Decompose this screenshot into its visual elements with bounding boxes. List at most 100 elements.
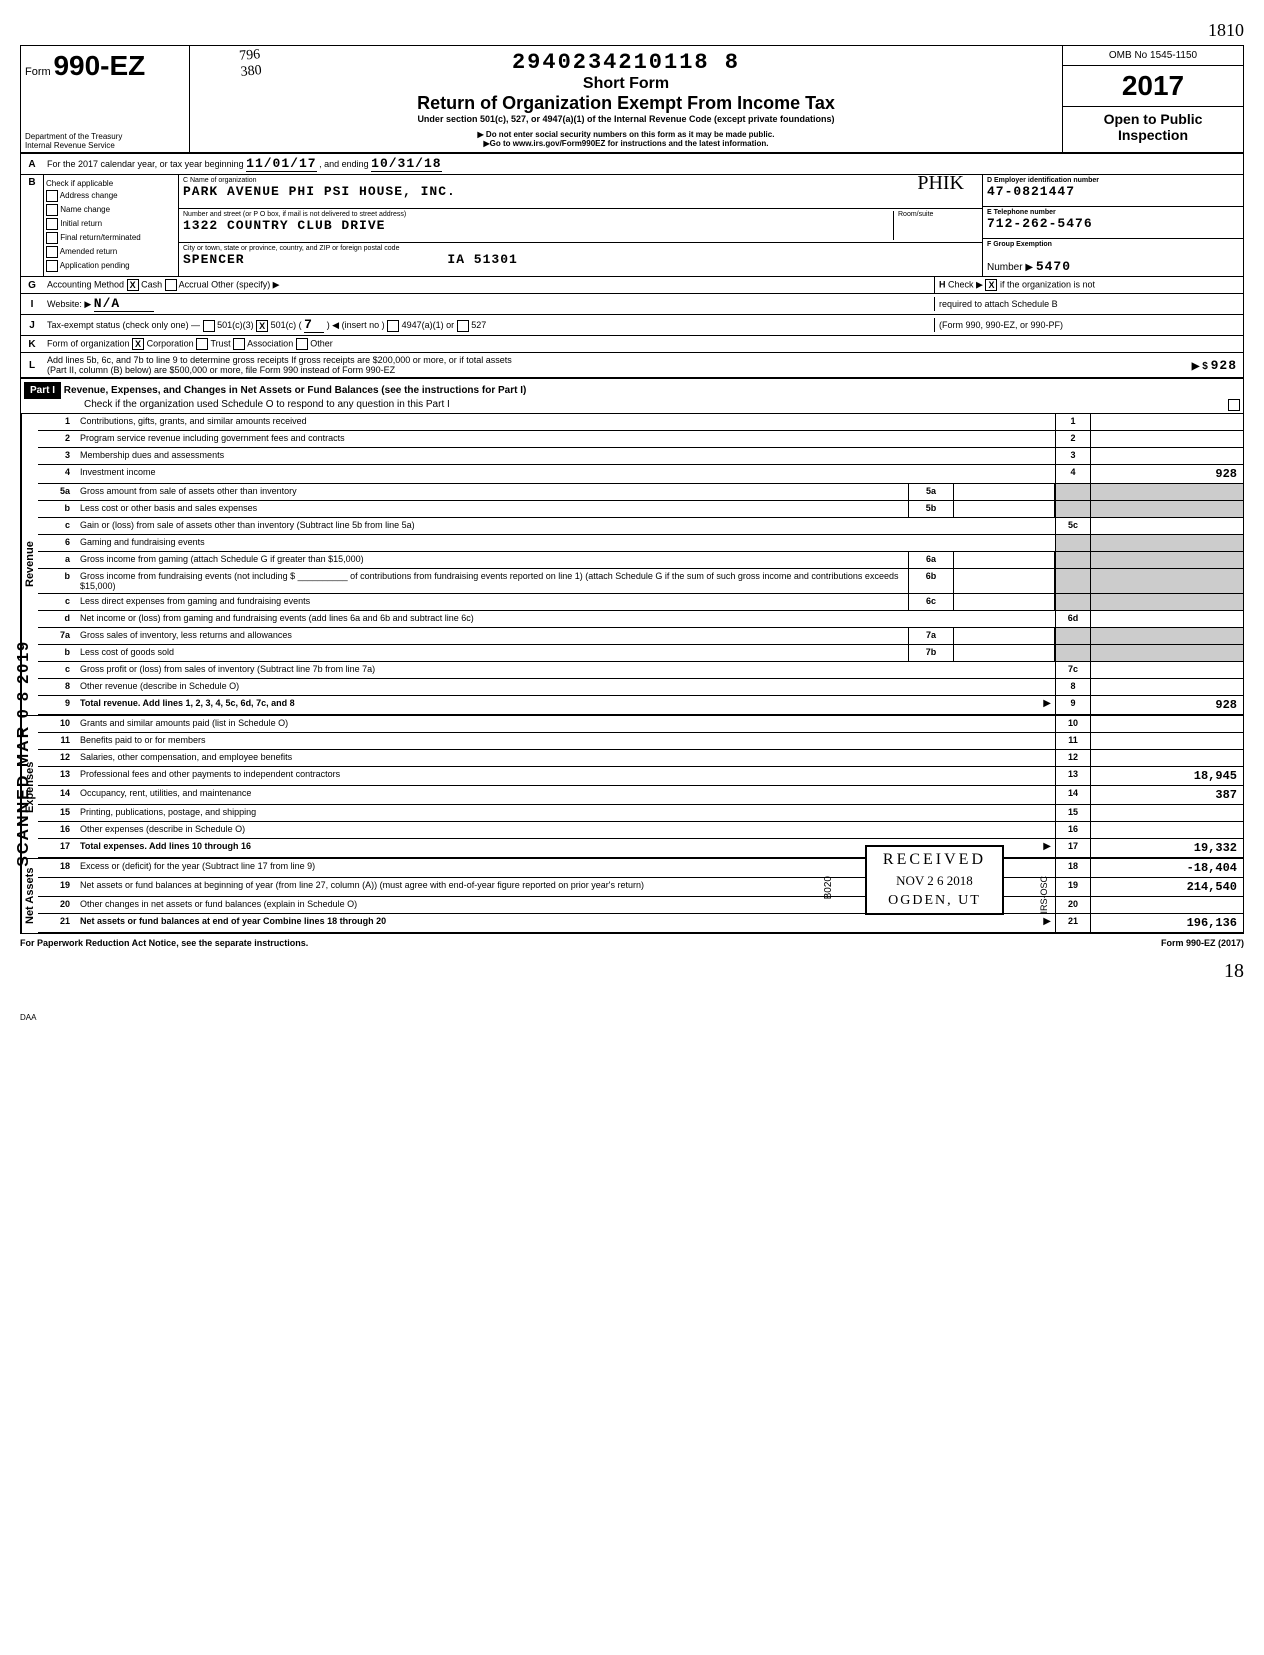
line-number: 9 <box>38 696 76 714</box>
short-form-label: Short Form <box>194 75 1058 93</box>
cb-assoc[interactable] <box>233 338 245 350</box>
cb-corp[interactable]: X <box>132 338 144 350</box>
open-public-2: Inspection <box>1118 127 1188 143</box>
shaded-box <box>1055 569 1091 593</box>
opt-name: Name change <box>60 205 110 214</box>
line-number: b <box>38 501 76 517</box>
scribble1: 796 <box>239 47 261 64</box>
line-number: 4 <box>38 465 76 483</box>
cb-initial[interactable] <box>46 218 58 230</box>
line-amount: 18,945 <box>1091 767 1243 785</box>
line-row: 8Other revenue (describe in Schedule O)8 <box>38 679 1243 696</box>
footer-left: For Paperwork Reduction Act Notice, see … <box>20 938 308 948</box>
cb-501c[interactable]: X <box>256 320 268 332</box>
form-number: 990-EZ <box>53 50 145 81</box>
line-row: 6Gaming and fundraising events <box>38 535 1243 552</box>
shaded-amount <box>1091 594 1243 610</box>
line-box-number: 14 <box>1055 786 1091 804</box>
right-entity-col: D Employer identification number 47-0821… <box>982 175 1243 276</box>
cb-h[interactable]: X <box>985 279 997 291</box>
line-number: b <box>38 645 76 661</box>
line-box-number: 12 <box>1055 750 1091 766</box>
cb-name-change[interactable] <box>46 204 58 216</box>
line-number: 8 <box>38 679 76 695</box>
cb-pending[interactable] <box>46 260 58 272</box>
city-label: City or town, state or province, country… <box>183 245 978 252</box>
opt-501c: 501(c) ( <box>271 320 302 330</box>
line-description: Gross profit or (loss) from sales of inv… <box>76 662 1055 678</box>
footer-right: Form 990-EZ (2017) <box>1161 938 1244 948</box>
cb-4947[interactable] <box>387 320 399 332</box>
cb-trust[interactable] <box>196 338 208 350</box>
cb-501c3[interactable] <box>203 320 215 332</box>
arrow-icon: ▶ <box>1039 914 1055 932</box>
line-number: 7a <box>38 628 76 644</box>
cb-other-org[interactable] <box>296 338 308 350</box>
letter-i: I <box>21 297 43 312</box>
line-row: 10Grants and similar amounts paid (list … <box>38 716 1243 733</box>
line-description: Gain or (loss) from sale of assets other… <box>76 518 1055 534</box>
cb-accrual[interactable] <box>165 279 177 291</box>
cb-amended[interactable] <box>46 246 58 258</box>
opt-other-org: Other <box>310 338 333 348</box>
line-amount <box>1091 518 1243 534</box>
arrow-icon: ▶ <box>1039 696 1055 714</box>
line-row: 1Contributions, gifts, grants, and simil… <box>38 414 1243 431</box>
line-row: 2Program service revenue including gover… <box>38 431 1243 448</box>
line-description: Investment income <box>76 465 1055 483</box>
received-location: OGDEN, UT <box>883 893 986 909</box>
shaded-box <box>1055 552 1091 568</box>
line-row: 19Net assets or fund balances at beginni… <box>38 878 1243 897</box>
line-number: a <box>38 552 76 568</box>
scanned-stamp: SCANNED MAR 0 8 2019 <box>15 640 33 867</box>
cb-cash[interactable]: X <box>127 279 139 291</box>
line-i-row: I Website: ▶ N/A required to attach Sche… <box>21 294 1243 315</box>
line-box-number: 17 <box>1055 839 1091 857</box>
shaded-box <box>1055 594 1091 610</box>
line-l-text1: Add lines 5b, 6c, and 7b to line 9 to de… <box>47 355 512 365</box>
line-amount <box>1091 733 1243 749</box>
tax-year-end: 10/31/18 <box>371 156 441 172</box>
line-number: 12 <box>38 750 76 766</box>
line-l-arrow: ▶ $ <box>1192 361 1208 372</box>
cb-527[interactable] <box>457 320 469 332</box>
line-row: 3Membership dues and assessments3 <box>38 448 1243 465</box>
cb-final[interactable] <box>46 232 58 244</box>
line-description: Other expenses (describe in Schedule O) <box>76 822 1055 838</box>
line-number: 2 <box>38 431 76 447</box>
line-row: 16Other expenses (describe in Schedule O… <box>38 822 1243 839</box>
cb-schedule-o[interactable] <box>1228 399 1240 411</box>
line-row: bGross income from fundraising events (n… <box>38 569 1243 594</box>
letter-g: G <box>21 278 43 293</box>
mid-amount <box>954 501 1055 517</box>
check-if-applicable: Check if applicable Address change Name … <box>44 175 179 276</box>
expenses-section: Expenses 10Grants and similar amounts pa… <box>21 715 1243 858</box>
line-number: d <box>38 611 76 627</box>
letter-k: K <box>21 337 43 352</box>
shaded-amount <box>1091 484 1243 500</box>
line-h-text1: if the organization is not <box>1000 279 1095 289</box>
line-description: Occupancy, rent, utilities, and maintena… <box>76 786 1055 804</box>
line-amount <box>1091 662 1243 678</box>
line-number: 21 <box>38 914 76 932</box>
room-label: Room/suite <box>898 211 978 218</box>
line-number: c <box>38 518 76 534</box>
opt-501c3: 501(c)(3) <box>217 320 254 330</box>
line-number: 3 <box>38 448 76 464</box>
right-header: OMB No 1545-1150 2017 Open to Public Ins… <box>1062 46 1243 152</box>
shaded-amount <box>1091 552 1243 568</box>
line-box-number: 7c <box>1055 662 1091 678</box>
entity-block: B Check if applicable Address change Nam… <box>21 175 1243 277</box>
opt-initial: Initial return <box>60 219 102 228</box>
line-number: 15 <box>38 805 76 821</box>
501c-insert: 7 <box>304 317 324 333</box>
line-number: c <box>38 662 76 678</box>
line-amount <box>1091 716 1243 732</box>
line-a-label: For the 2017 calendar year, or tax year … <box>47 159 244 169</box>
shaded-box <box>1055 484 1091 500</box>
line-row: 15Printing, publications, postage, and s… <box>38 805 1243 822</box>
cb-address-change[interactable] <box>46 190 58 202</box>
shaded-amount <box>1091 628 1243 644</box>
line-l-text2: (Part II, column (B) below) are $500,000… <box>47 365 395 375</box>
line-amount: 214,540 <box>1091 878 1243 896</box>
